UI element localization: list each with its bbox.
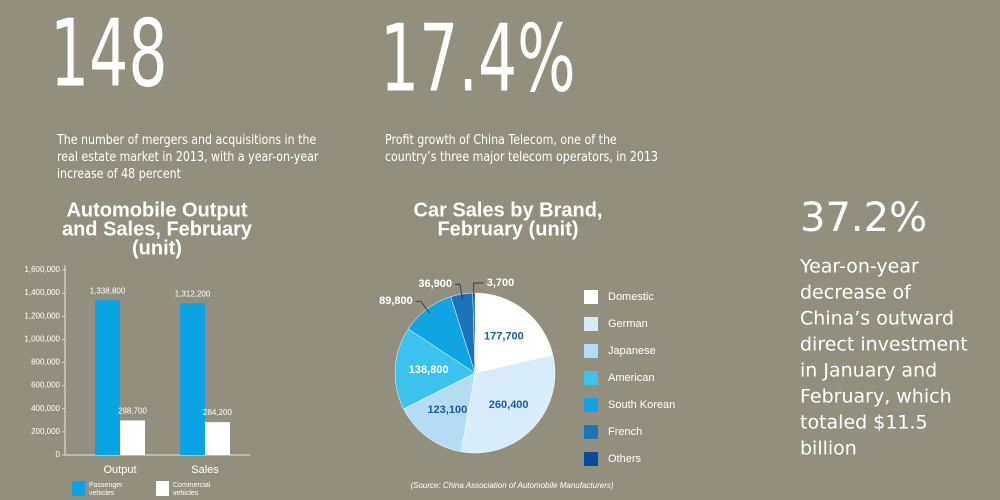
stat-text: Profit growth of China Telecom, one of t…: [385, 132, 617, 147]
legend-swatch: [584, 452, 598, 466]
pie-slice: [460, 354, 556, 454]
legend-label: French: [608, 426, 642, 438]
stat-figure: 17.4%: [380, 4, 576, 112]
chart-title: February (unit): [437, 218, 578, 240]
slice-label: 138,800: [409, 364, 449, 376]
pie-slice: [474, 292, 554, 374]
value-label: 284,200: [203, 408, 232, 417]
slice-label: 36,900: [418, 278, 452, 290]
bar: [120, 420, 145, 455]
legend-label: Commercial: [173, 482, 211, 489]
stat-text: totaled $11.5: [800, 412, 928, 434]
value-label: 1,338,800: [90, 286, 126, 295]
stat-text: direct investment: [800, 334, 968, 356]
x-tick-label: Output: [103, 464, 136, 476]
y-tick-label: 1,000,000: [24, 334, 60, 343]
y-tick-label: 1,200,000: [24, 311, 60, 320]
bar: [205, 422, 230, 455]
legend-swatch: [584, 317, 598, 331]
stat-figure: 148: [50, 0, 168, 108]
source-note: (Source: China Association of Automobile…: [410, 481, 613, 490]
legend-swatch: [584, 371, 598, 385]
stat-text: decrease of: [800, 282, 912, 304]
stat-figure: 37.2%: [800, 195, 927, 241]
y-tick-label: 400,000: [31, 404, 60, 413]
legend-swatch: [72, 481, 85, 496]
pie-slice: [394, 328, 476, 410]
stat-text: real estate market in 2013, with a year-…: [57, 149, 318, 164]
chart-title: and Sales, February: [62, 218, 253, 240]
slice-label: 89,800: [379, 295, 413, 307]
bar: [95, 300, 120, 455]
chart-title: Car Sales by Brand,: [414, 199, 603, 221]
stat-text: The number of mergers and acquisitions i…: [56, 132, 316, 147]
slice-label: 177,700: [484, 331, 524, 343]
bar: [180, 303, 205, 455]
x-tick-label: Sales: [191, 464, 219, 476]
y-tick-label: 1,600,000: [24, 265, 60, 274]
slice-label: 3,700: [487, 277, 515, 289]
stat-text: country’s three major telecom operators,…: [385, 149, 658, 164]
y-tick-label: 600,000: [31, 381, 60, 390]
stat-text: billion: [800, 438, 857, 460]
slice-label: 260,400: [489, 399, 529, 411]
chart-title: (unit): [132, 237, 182, 259]
legend-label: German: [608, 318, 648, 330]
chart-title: Automobile Output: [66, 199, 247, 221]
value-label: 298,700: [118, 407, 147, 416]
legend-label: Domestic: [608, 291, 654, 303]
leader-line: [415, 300, 431, 314]
stat-text: China’s outward: [800, 308, 954, 330]
legend-label: American: [608, 372, 654, 384]
y-tick-label: 0: [56, 450, 61, 459]
legend-swatch: [584, 425, 598, 439]
legend-label: Japanese: [608, 345, 656, 357]
legend-swatch: [584, 290, 598, 304]
legend-swatch: [156, 481, 169, 496]
legend-label: Passenger: [89, 482, 123, 489]
pie-slice: [403, 372, 476, 453]
slice-label: 123,100: [427, 404, 467, 416]
stat-text: Year-on-year: [799, 256, 919, 278]
legend-swatch: [584, 344, 598, 358]
stat-text: in January and: [800, 360, 937, 382]
y-tick-label: 200,000: [31, 427, 60, 436]
legend-label: vehicles: [173, 490, 199, 497]
leader-line: [473, 282, 484, 299]
legend-swatch: [584, 398, 598, 412]
value-label: 1,312,200: [175, 289, 211, 298]
y-tick-label: 1,400,000: [24, 288, 60, 297]
y-tick-label: 800,000: [31, 358, 60, 367]
legend-label: vehicles: [89, 490, 115, 497]
leader-line: [454, 283, 463, 300]
stat-text: February, which: [800, 386, 952, 408]
stat-text: increase of 48 percent: [57, 166, 181, 181]
legend-label: Others: [608, 453, 642, 465]
legend-label: South Korean: [608, 399, 675, 411]
